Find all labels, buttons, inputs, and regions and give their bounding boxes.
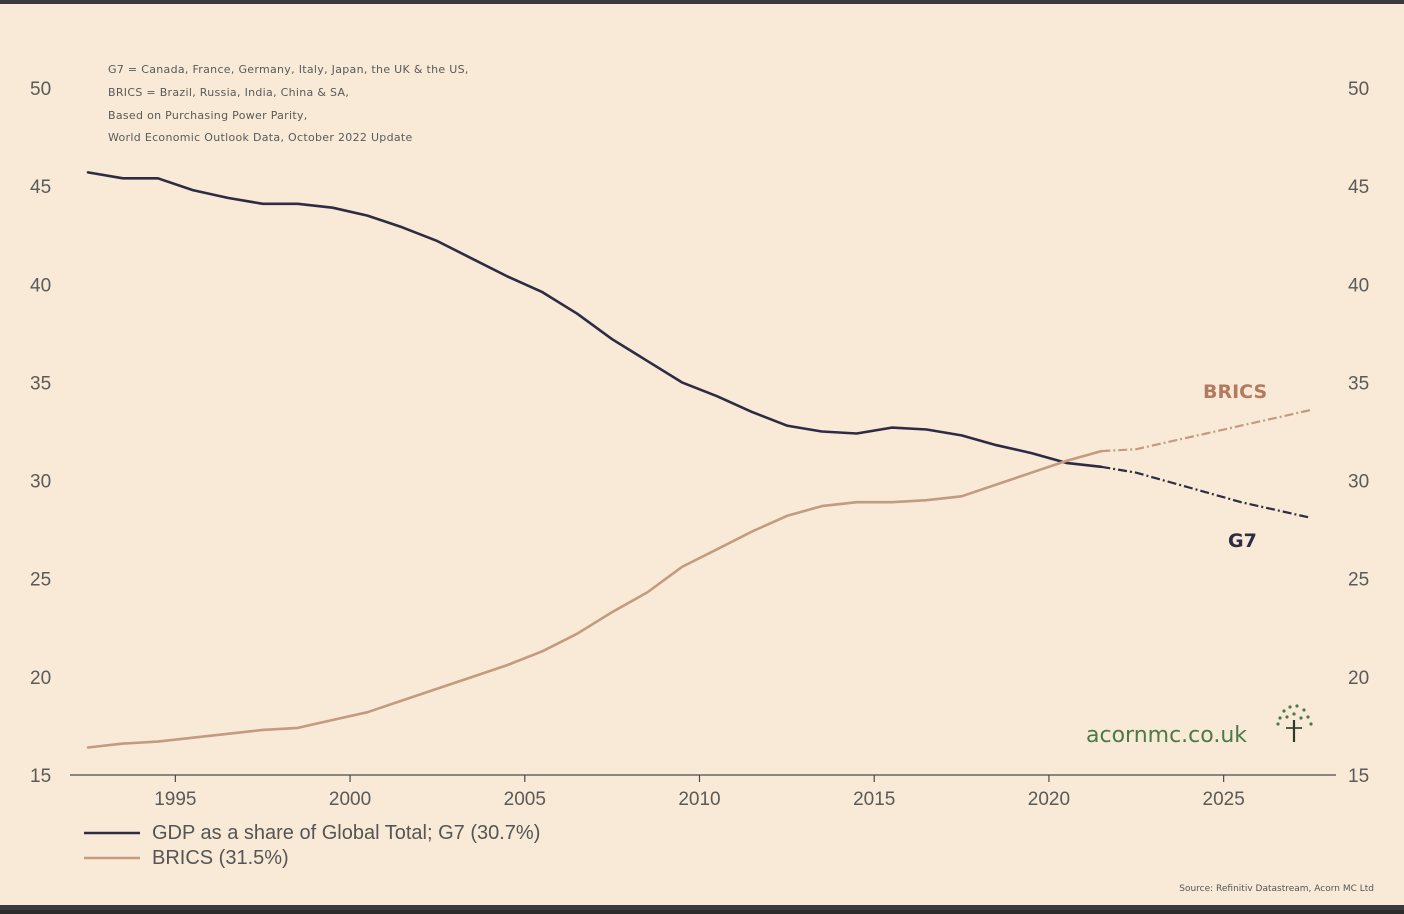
x-tick-label: 2025 — [1203, 789, 1245, 810]
brics-historical-line — [86, 449, 1103, 749]
y-tick-label-right: 45 — [1348, 177, 1369, 198]
legend-g7-label: GDP as a share of Global Total; G7 (30.7… — [152, 822, 540, 844]
legend: GDP as a share of Global Total; G7 (30.7… — [84, 822, 540, 869]
legend-brics-label: BRICS (31.5%) — [152, 847, 289, 869]
note-line-2: BRICS = Brazil, Russia, India, China & S… — [108, 86, 349, 99]
series-lines — [86, 171, 1312, 749]
g7-projection-line — [1101, 465, 1312, 519]
g7-series-label: G7 — [1228, 530, 1257, 552]
y-tick-label-left: 35 — [30, 373, 51, 394]
brics-series-label: BRICS — [1203, 381, 1267, 403]
y-tick-label-right: 25 — [1348, 570, 1369, 591]
y-tick-label-right: 20 — [1348, 668, 1369, 689]
logo-text: acornmc.co.uk — [1086, 723, 1247, 748]
x-tick-label: 2010 — [678, 789, 720, 810]
y-tick-label-left: 25 — [30, 570, 51, 591]
tree-icon — [1276, 704, 1313, 742]
x-tick-label: 2015 — [853, 789, 895, 810]
y-tick-label-left: 20 — [30, 668, 51, 689]
y-tick-label-left: 30 — [30, 472, 51, 493]
acorn-logo: acornmc.co.uk — [1086, 704, 1313, 748]
source-note: Source: Refinitiv Datastream, Acorn MC L… — [1179, 884, 1374, 894]
x-tick-label: 2020 — [1028, 789, 1070, 810]
note-line-3: Based on Purchasing Power Parity, — [108, 109, 308, 122]
y-tick-label-left: 15 — [30, 766, 51, 787]
y-tick-label-left: 45 — [30, 177, 51, 198]
note-line-1: G7 = Canada, France, Germany, Italy, Jap… — [108, 63, 469, 76]
y-tick-label-right: 50 — [1348, 79, 1369, 100]
x-tick-label: 2005 — [504, 789, 546, 810]
gdp-share-line-chart: G7 = Canada, France, Germany, Italy, Jap… — [30, 63, 1374, 894]
note-line-4: World Economic Outlook Data, October 202… — [108, 131, 413, 144]
y-tick-label-right: 30 — [1348, 472, 1369, 493]
x-tick-label: 2000 — [329, 789, 371, 810]
y-tick-label-right: 35 — [1348, 373, 1369, 394]
x-tick-label: 1995 — [154, 789, 196, 810]
g7-historical-line — [86, 171, 1103, 469]
chart-notes: G7 = Canada, France, Germany, Italy, Jap… — [108, 63, 469, 144]
y-tick-label-right: 40 — [1348, 275, 1369, 296]
y-tick-label-right: 15 — [1348, 766, 1369, 787]
brics-projection-line — [1101, 408, 1312, 453]
y-tick-label-left: 40 — [30, 275, 51, 296]
y-tick-label-left: 50 — [30, 79, 51, 100]
